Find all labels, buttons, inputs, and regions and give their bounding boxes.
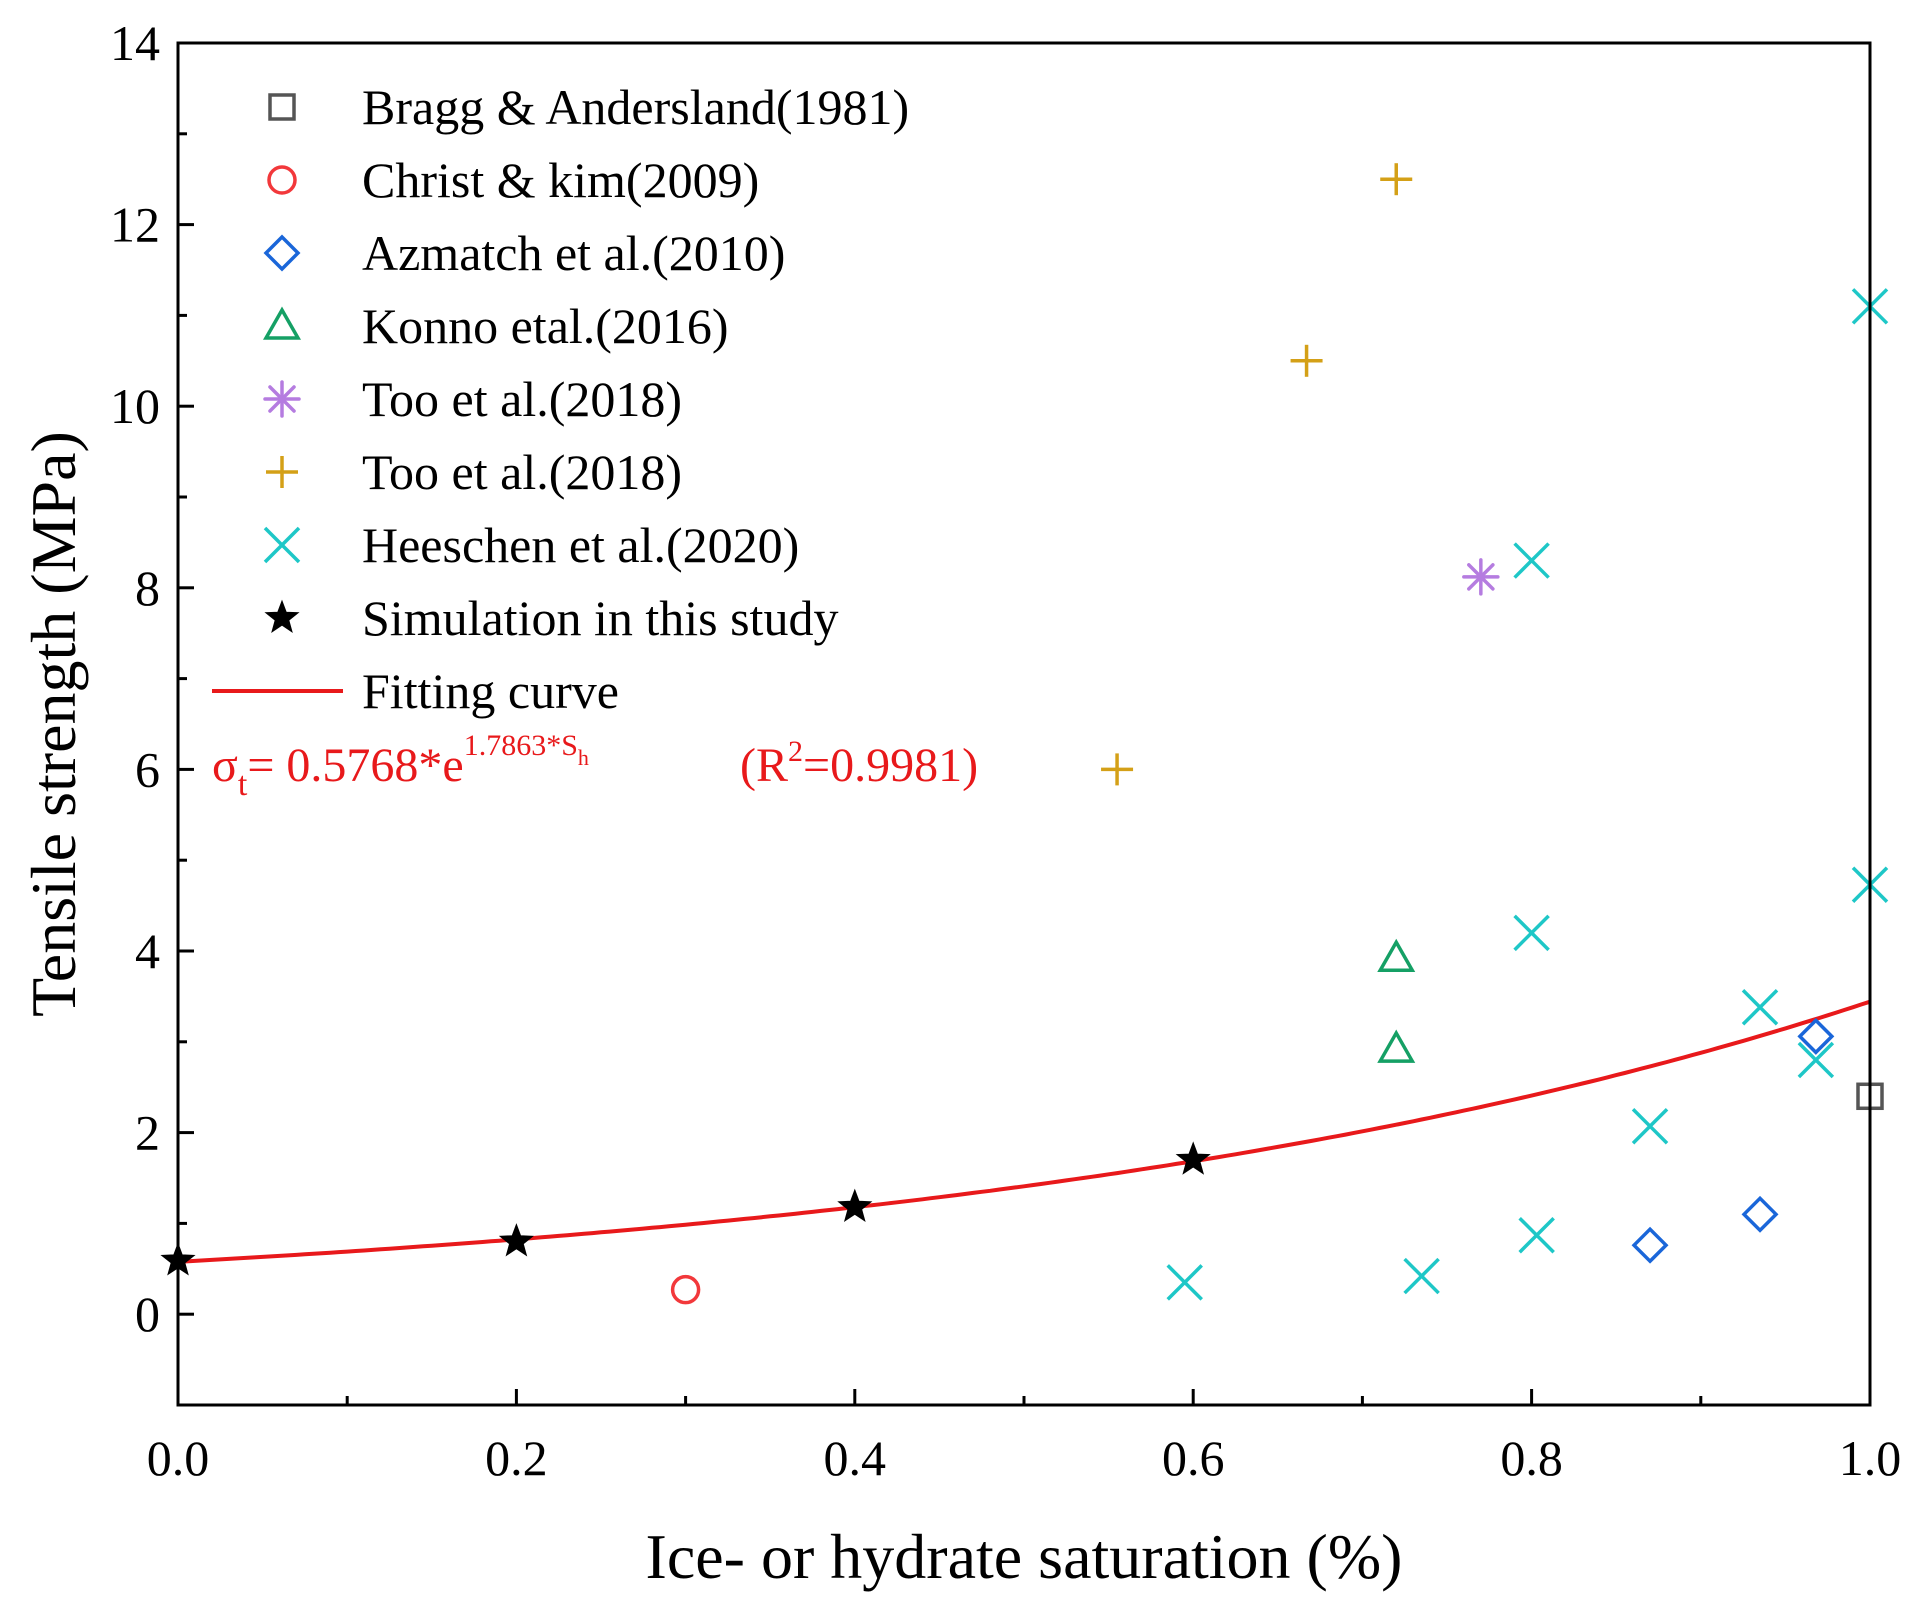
eq-r-sup: 2 bbox=[788, 735, 803, 768]
eq-sigma-sub: t bbox=[238, 766, 248, 803]
data-point-triangle-series-3 bbox=[1377, 1029, 1416, 1063]
data-point-star-series-7 bbox=[498, 1223, 534, 1257]
eq-sigma: σ bbox=[212, 739, 238, 792]
y-axis-label: Tensile strength (MPa) bbox=[18, 431, 89, 1017]
data-point-star-series-7 bbox=[837, 1188, 873, 1222]
data-point-x-series-6 bbox=[1631, 1108, 1669, 1145]
y-tick-label: 0 bbox=[135, 1286, 160, 1342]
data-point-circle-series-1 bbox=[670, 1274, 701, 1305]
data-point-x-series-6 bbox=[1518, 1216, 1555, 1254]
eq-exponent: 1.7863*S bbox=[464, 729, 578, 762]
legend-label: Fitting curve bbox=[362, 663, 619, 719]
legend-label: Heeschen et al.(2020) bbox=[362, 517, 799, 573]
data-point-x-series-6 bbox=[1797, 1041, 1835, 1079]
data-point-triangle-series-3 bbox=[1377, 938, 1416, 973]
legend-label: Simulation in this study bbox=[362, 590, 838, 646]
y-tick-label: 2 bbox=[135, 1105, 160, 1161]
eq-r-open: (R bbox=[740, 739, 788, 792]
y-tick-label: 10 bbox=[110, 378, 160, 434]
eq-r-close: =0.9981) bbox=[803, 739, 978, 792]
x-tick-label: 0.0 bbox=[147, 1430, 210, 1486]
legend-label: Christ & kim(2009) bbox=[362, 152, 759, 208]
data-point-x-series-6 bbox=[1513, 914, 1550, 952]
data-point-star-series-7 bbox=[1175, 1141, 1211, 1175]
data-point-plus-series-5 bbox=[1380, 163, 1413, 196]
legend: Bragg & Andersland(1981) Christ & kim(200… bbox=[212, 79, 909, 719]
tick-labels: 0.0 0.2 0.4 0.6 0.8 1.0 0 2 4 6 8 10 12 14 bbox=[110, 15, 1901, 1486]
data-point-plus-series-5 bbox=[1101, 753, 1134, 786]
data-point-x-series-6 bbox=[1513, 542, 1550, 579]
legend-marker-asterisk bbox=[263, 380, 301, 418]
data-point-diamond-series-2 bbox=[1741, 1195, 1779, 1233]
legend-label: Too et al.(2018) bbox=[362, 371, 682, 427]
data-point-asterisk-series-4 bbox=[1462, 558, 1500, 596]
eq-exponent-sub: h bbox=[578, 745, 589, 770]
x-tick-label: 0.6 bbox=[1162, 1430, 1225, 1486]
x-tick-label: 1.0 bbox=[1839, 1430, 1902, 1486]
legend-marker-x bbox=[263, 526, 301, 564]
data-point-diamond-series-2 bbox=[1631, 1226, 1669, 1264]
x-axis-label: Ice- or hydrate saturation (%) bbox=[646, 1521, 1403, 1592]
y-tick-label: 14 bbox=[110, 15, 160, 71]
data-point-x-series-6 bbox=[1403, 1257, 1440, 1295]
plot-frame bbox=[176, 41, 1872, 1407]
legend-marker-square bbox=[268, 93, 296, 121]
fitting-curve-line bbox=[177, 999, 1871, 1264]
y-tick-label: 6 bbox=[135, 741, 160, 797]
legend-marker-diamond bbox=[263, 234, 301, 272]
legend-label: Konno etal.(2016) bbox=[362, 298, 729, 354]
legend-label: Too et al.(2018) bbox=[362, 444, 682, 500]
eq-main: = 0.5768*e bbox=[247, 739, 463, 792]
legend-marker-star bbox=[264, 599, 300, 633]
y-tick-label: 12 bbox=[110, 197, 160, 253]
data-point-x-series-6 bbox=[1166, 1264, 1203, 1301]
data-point-plus-series-5 bbox=[1290, 344, 1323, 377]
fit-equation: σt= 0.5768*e1.7863*Sh (R2=0.9981) bbox=[212, 729, 978, 803]
legend-marker-plus bbox=[266, 456, 298, 488]
y-tick-label: 4 bbox=[135, 923, 160, 979]
x-tick-label: 0.8 bbox=[1500, 1430, 1563, 1486]
x-tick-label: 0.2 bbox=[485, 1430, 548, 1486]
data-point-x-series-6 bbox=[1741, 989, 1779, 1026]
data-point-diamond-series-2 bbox=[1797, 1017, 1835, 1055]
legend-label: Azmatch et al.(2010) bbox=[362, 225, 785, 281]
legend-marker-circle bbox=[267, 165, 297, 195]
legend-marker-triangle bbox=[262, 306, 302, 340]
x-tick-label: 0.4 bbox=[824, 1430, 887, 1486]
legend-label: Bragg & Andersland(1981) bbox=[362, 79, 909, 135]
y-tick-label: 8 bbox=[135, 560, 160, 616]
